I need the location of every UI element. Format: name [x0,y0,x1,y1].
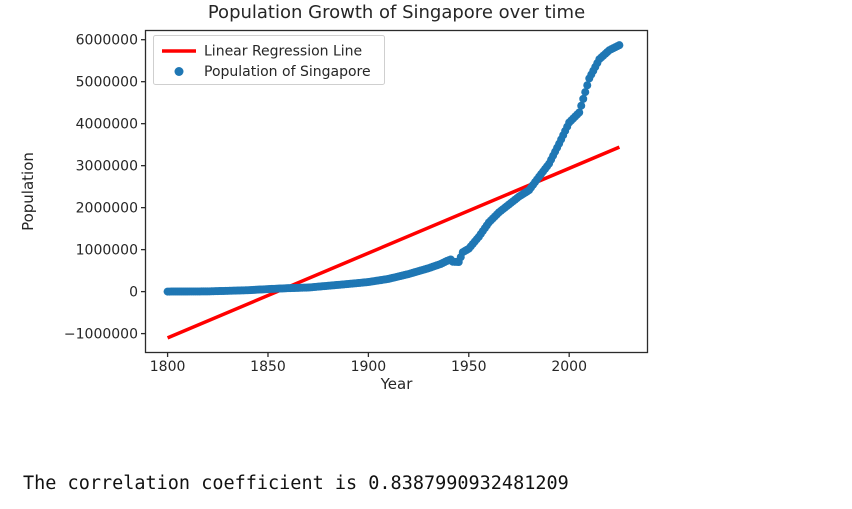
x-tick-label: 1800 [150,359,186,375]
x-tick-label: 2000 [551,359,587,375]
scatter-point [615,41,624,50]
scatter-point [581,88,590,97]
console-output: The correlation coefficient is 0.8387990… [23,426,814,509]
legend-label-regression: Linear Regression Line [204,44,362,60]
plot-border [144,29,649,354]
x-tick-label: 1850 [250,359,286,375]
console-line: The correlation coefficient is 0.8387990… [23,473,569,494]
y-tick-label: 4000000 [76,117,138,133]
legend-scatter-dot-sample [174,67,184,76]
x-tick-label: 1950 [451,359,487,375]
y-axis-label: Population [19,152,37,231]
x-tick-label: 1900 [351,359,387,375]
population-chart-figure: Population Growth of Singapore over time… [19,2,649,393]
y-tick-label: 5000000 [76,75,138,91]
legend: Linear Regression Line Population of Sin… [153,35,385,85]
legend-label-population: Population of Singapore [204,64,371,80]
y-tick-label: 6000000 [76,33,138,49]
scatter-point [575,108,584,117]
scatter-point [579,94,588,103]
regression-line [166,145,621,340]
scatter-point [583,81,592,90]
y-tick-label: 1000000 [76,243,138,259]
population-scatter [163,41,624,296]
y-tick-label: −1000000 [64,327,138,343]
data-series [163,41,624,340]
x-axis-label: Year [380,375,414,393]
chart-title: Population Growth of Singapore over time [208,2,585,23]
y-tick-label: 3000000 [76,159,138,175]
axis-ticks: 1800 1850 1900 1950 2000 −1000000 0 1000000 2000… [64,33,587,375]
scatter-point [577,101,586,110]
legend-box [153,35,385,85]
y-tick-label: 2000000 [76,201,138,217]
y-tick-label: 0 [129,285,138,301]
